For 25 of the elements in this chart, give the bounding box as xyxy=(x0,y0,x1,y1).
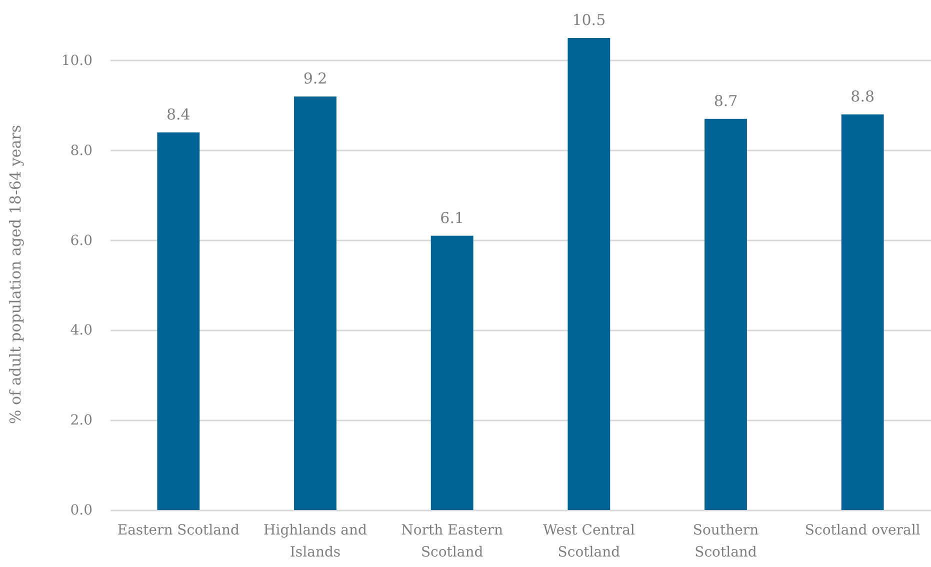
data-label: 8.7 xyxy=(714,92,738,110)
x-tick-label: West Central Scotland xyxy=(542,522,636,560)
bar xyxy=(568,38,610,510)
y-tick-label: 4.0 xyxy=(70,322,92,339)
data-label: 8.4 xyxy=(166,105,190,124)
data-label: 8.8 xyxy=(850,87,875,106)
y-tick-label: 0.0 xyxy=(70,502,92,518)
bar xyxy=(157,132,200,510)
bar xyxy=(294,96,336,510)
y-tick-label: 6.0 xyxy=(70,232,92,249)
bar xyxy=(430,236,474,510)
bar xyxy=(704,118,747,510)
x-tick-label: North Eastern Scotland xyxy=(401,522,504,560)
y-tick-label: 8.0 xyxy=(70,142,92,159)
x-tick-label: Highlands and Islands xyxy=(264,522,367,560)
data-label: 10.5 xyxy=(572,11,606,29)
bar xyxy=(841,114,884,510)
y-tick-label: 2.0 xyxy=(70,412,92,429)
y-axis-title: % of adult population aged 18-64 years xyxy=(6,124,24,424)
x-tick-label: Eastern Scotland xyxy=(117,522,240,538)
y-tick-label: 10.0 xyxy=(61,52,92,69)
x-tick-label: Southern Scotland xyxy=(692,522,759,560)
x-tick-label: Scotland overall xyxy=(804,522,921,538)
data-label: 9.2 xyxy=(303,69,328,88)
data-label: 6.1 xyxy=(440,208,464,227)
